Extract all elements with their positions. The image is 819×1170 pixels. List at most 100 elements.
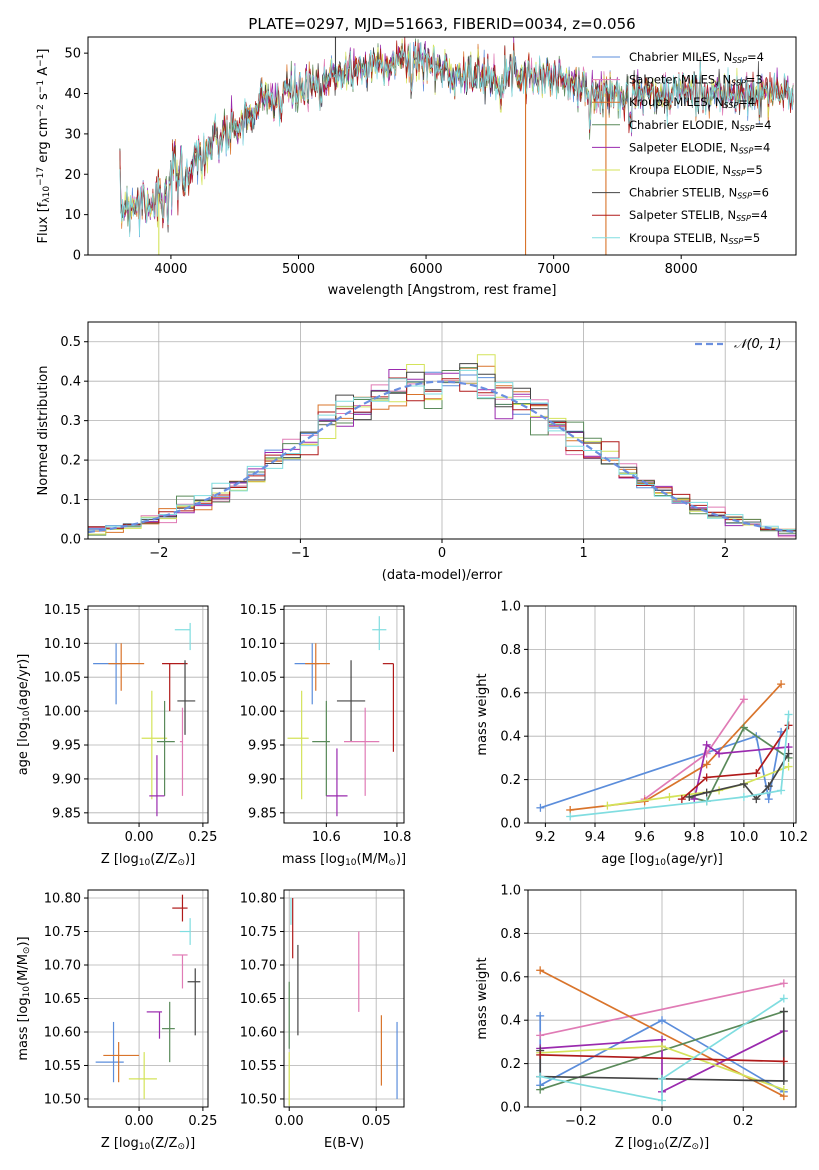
age-vs-Z-ytick-label: 9.95: [52, 739, 81, 754]
mass-vs-ebv-axes: 0.00 0.05 10.50 10.55 10.60 10.65 10.70 10.75 10…: [240, 890, 404, 1129]
spectrum-legend-label: Salpeter MILES, NSSP=3: [629, 73, 763, 88]
residuals-xlabel: (data-model)/error: [382, 568, 503, 583]
spectrum-legend-label: Salpeter ELODIE, NSSP=4: [629, 140, 770, 155]
charts-layer: 4000 5000 6000 7000 800001020304050wavelengt…: [16, 36, 808, 1152]
legend-count: =4: [738, 95, 755, 109]
mass-vs-Z-xtick-label: 0.00: [125, 1114, 154, 1129]
spectrum-legend-label: Kroupa ELODIE, NSSP=5: [629, 163, 763, 178]
mass-vs-Z-ytick-label: 10.55: [44, 1059, 81, 1074]
age-vs-mass-xlabel-part: (M/M: [357, 852, 389, 867]
spectrum-ylabel-part: erg cm: [36, 117, 51, 166]
legend-sub: SSP: [729, 237, 744, 246]
age-vs-Z-ylabel-part: 10: [22, 710, 32, 722]
mass-vs-Z-xlabel-part: ⊙: [177, 1142, 185, 1152]
weight-vs-age-xlabel-part: (age/yr)]: [666, 852, 723, 867]
weight-vs-age-series-chabrier_miles: [540, 731, 782, 809]
spectrum-ylabel-part: −1: [36, 80, 46, 93]
age-vs-Z-ytick-label: 9.85: [52, 806, 81, 821]
weight-vs-Z-xlabel-part: (Z/Z: [664, 1136, 691, 1151]
legend-text: Salpeter ELODIE, N: [629, 140, 739, 154]
legend-text: Chabrier MILES, N: [629, 50, 732, 64]
mass-vs-Z-ylabel-part: ⊙: [22, 947, 32, 955]
mass-vs-Z-xlabel-part: )]: [185, 1136, 195, 1151]
legend-count: =5: [743, 231, 760, 245]
spectrum-ylabel-part: s: [36, 93, 51, 104]
weight-vs-age-xlabel-part: age [log: [601, 852, 654, 867]
age-vs-Z-points: [93, 622, 196, 817]
mass-vs-ebv-points: [288, 898, 398, 1106]
mass-vs-Z-ytick-label: 10.75: [44, 925, 81, 940]
age-vs-mass-ytick-label: 10.00: [240, 705, 277, 720]
weight-vs-age-ytick-label: 0.8: [500, 643, 521, 658]
residuals-ytick-label: 0.3: [60, 414, 81, 429]
mass-vs-Z-xlabel-part: 10: [139, 1142, 151, 1152]
spectrum-legend-label: Chabrier ELODIE, NSSP=4: [629, 118, 771, 133]
spectrum-ylabel-part: −2: [36, 104, 46, 117]
mass-vs-ebv-ytick-label: 10.80: [240, 892, 277, 907]
figure-title: PLATE=0297, MJD=51663, FIBERID=0034, z=0…: [248, 15, 635, 33]
mass-vs-Z-frame: [87, 889, 209, 1108]
age-vs-Z-xtick-label: 0.00: [125, 830, 154, 845]
weight-vs-Z-series-salpeter_miles: [540, 982, 784, 1037]
weight-vs-age-xtick-label: 9.8: [684, 830, 705, 845]
residuals-legend: 𝒩(0, 1): [695, 337, 781, 352]
spectrum-ytick-label: 40: [64, 87, 81, 102]
spectrum-ylabel-part: ]: [36, 49, 51, 54]
spectrum-legend-label: Chabrier MILES, NSSP=4: [629, 50, 764, 65]
residuals-ytick-label: 0.5: [60, 335, 81, 350]
mass-vs-ebv-ytick-label: 10.60: [240, 1025, 277, 1040]
residual-histograms: [88, 354, 796, 538]
age-vs-mass-ytick-label: 9.90: [248, 772, 277, 787]
weight-vs-Z-frame: [527, 889, 797, 1108]
residuals-frame: [87, 321, 797, 540]
legend-count: =6: [752, 186, 769, 200]
legend-text: Chabrier STELIB, N: [629, 186, 737, 200]
weight-vs-Z-xlabel: Z [log10(Z/Z⊙)]: [615, 1136, 709, 1152]
weight-vs-age-axes: 9.2 9.4 9.6 9.8 10.0 10.2 0.0 0.2 0.4 0.6 0.8 1.0: [500, 600, 808, 846]
mass-vs-ebv-xtick-label: 0.00: [275, 1114, 304, 1129]
legend-sub: SSP: [724, 101, 739, 110]
weight-vs-Z-series-salpeter_stelib: [540, 1054, 784, 1063]
mass-vs-Z-ytick-label: 10.70: [44, 959, 81, 974]
weight-vs-age-xlabel-part: 10: [654, 858, 666, 868]
age-vs-Z-frame: [87, 605, 209, 824]
age-vs-Z-xlabel-part: 10: [139, 858, 151, 868]
spectrum-xtick-label: 6000: [410, 262, 443, 277]
mass-vs-Z-ytick-label: 10.65: [44, 992, 81, 1007]
spectrum-legend-label: Chabrier STELIB, NSSP=6: [629, 186, 769, 201]
spectrum-ytick-label: 10: [64, 208, 81, 223]
legend-count: =4: [751, 208, 768, 222]
spectrum-ylabel-part: A: [36, 67, 51, 80]
age-vs-mass-ytick-label: 9.85: [248, 806, 277, 821]
weight-vs-Z-lines: [536, 966, 788, 1105]
residuals-ytick-label: 0.2: [60, 454, 81, 469]
age-vs-Z-ytick-label: 10.15: [44, 603, 81, 618]
mass-vs-Z-ylabel: mass [log10(M/M⊙)]: [16, 936, 32, 1060]
age-vs-Z-ytick-label: 9.90: [52, 772, 81, 787]
legend-text: Kroupa STELIB, N: [629, 231, 729, 245]
weight-vs-age-ytick-label: 1.0: [500, 600, 521, 615]
legend-text: Kroupa ELODIE, N: [629, 163, 731, 177]
weight-vs-Z-ytick-label: 0.0: [500, 1101, 521, 1116]
legend-text: Chabrier ELODIE, N: [629, 118, 740, 132]
weight-vs-age-xtick-label: 10.2: [779, 830, 808, 845]
age-vs-Z-xtick-label: 0.25: [188, 830, 217, 845]
age-vs-mass-xlabel-part: mass [log: [282, 852, 345, 867]
legend-sub: SSP: [736, 214, 751, 223]
age-vs-Z-ylabel-part: age [log: [16, 722, 31, 775]
weight-vs-Z-ytick-label: 0.4: [500, 1014, 521, 1029]
mass-vs-Z-xlabel-part: (Z/Z: [150, 1136, 177, 1151]
mass-vs-ebv-ytick-label: 10.65: [240, 992, 277, 1007]
weight-vs-age-xtick-label: 9.4: [585, 830, 606, 845]
spectrum-legend-label: Kroupa MILES, NSSP=4: [629, 95, 755, 110]
spectrum-xtick-label: 7000: [537, 262, 570, 277]
age-vs-mass-xlabel-part: )]: [396, 852, 406, 867]
age-vs-mass-axes: 10.6 10.8 9.85 9.90 9.95 10.00 10.05 10.10 10.15: [240, 603, 412, 845]
weight-vs-age-ytick-label: 0.0: [500, 817, 521, 832]
mass-vs-ebv-ytick-label: 10.75: [240, 925, 277, 940]
age-vs-mass-ytick-label: 9.95: [248, 739, 277, 754]
weight-vs-Z-axes: −0.2 0.0 0.2 0.0 0.2 0.4 0.6 0.8 1.0: [500, 884, 796, 1129]
weight-vs-Z-xlabel-part: )]: [699, 1136, 709, 1151]
residuals-ytick-label: 0.1: [60, 493, 81, 508]
weight-vs-Z-ytick-label: 0.8: [500, 927, 521, 942]
